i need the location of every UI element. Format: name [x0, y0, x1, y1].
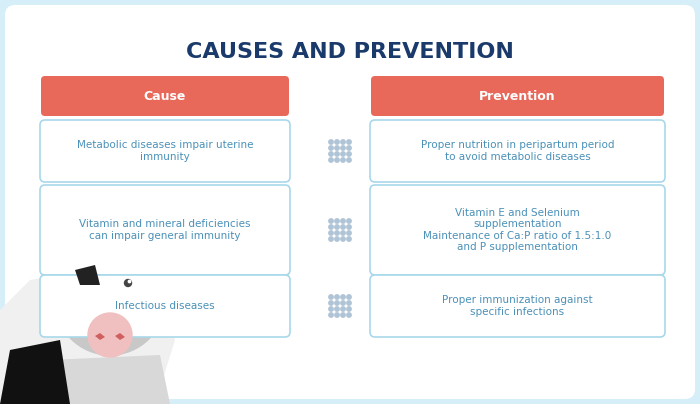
Circle shape	[335, 313, 339, 317]
Text: CAUSES AND PREVENTION: CAUSES AND PREVENTION	[186, 42, 514, 62]
Circle shape	[341, 146, 345, 150]
Circle shape	[329, 225, 333, 229]
Polygon shape	[0, 340, 70, 404]
Polygon shape	[55, 230, 80, 255]
Circle shape	[329, 152, 333, 156]
Circle shape	[329, 158, 333, 162]
Circle shape	[341, 301, 345, 305]
Circle shape	[335, 295, 339, 299]
Text: Vitamin E and Selenium
supplementation
Maintenance of Ca:P ratio of 1.5:1.0
and : Vitamin E and Selenium supplementation M…	[424, 208, 612, 252]
Circle shape	[341, 237, 345, 241]
Circle shape	[329, 231, 333, 235]
Circle shape	[346, 307, 351, 311]
Circle shape	[128, 280, 131, 283]
Circle shape	[335, 301, 339, 305]
Circle shape	[346, 219, 351, 223]
Circle shape	[341, 307, 345, 311]
Circle shape	[125, 280, 132, 286]
Circle shape	[341, 158, 345, 162]
Circle shape	[329, 146, 333, 150]
FancyBboxPatch shape	[40, 120, 290, 182]
FancyBboxPatch shape	[370, 275, 665, 337]
Text: Cause: Cause	[144, 90, 186, 103]
Text: Prevention: Prevention	[480, 90, 556, 103]
Circle shape	[329, 313, 333, 317]
Polygon shape	[95, 333, 105, 340]
Text: Proper immunization against
specific infections: Proper immunization against specific inf…	[442, 295, 593, 317]
Polygon shape	[75, 265, 100, 285]
Circle shape	[335, 225, 339, 229]
Circle shape	[341, 152, 345, 156]
Circle shape	[335, 219, 339, 223]
Circle shape	[329, 295, 333, 299]
Circle shape	[329, 140, 333, 144]
Circle shape	[55, 245, 165, 355]
Circle shape	[346, 237, 351, 241]
Text: Metabolic diseases impair uterine
immunity: Metabolic diseases impair uterine immuni…	[77, 140, 253, 162]
Circle shape	[329, 307, 333, 311]
FancyBboxPatch shape	[371, 76, 664, 116]
Circle shape	[335, 237, 339, 241]
FancyBboxPatch shape	[40, 275, 290, 337]
Circle shape	[335, 146, 339, 150]
Circle shape	[346, 225, 351, 229]
Circle shape	[335, 158, 339, 162]
Circle shape	[346, 152, 351, 156]
Circle shape	[346, 295, 351, 299]
FancyBboxPatch shape	[40, 185, 290, 275]
FancyBboxPatch shape	[370, 185, 665, 275]
Polygon shape	[30, 355, 170, 404]
Polygon shape	[0, 260, 175, 404]
Circle shape	[341, 140, 345, 144]
FancyBboxPatch shape	[370, 120, 665, 182]
Circle shape	[335, 307, 339, 311]
Polygon shape	[145, 225, 168, 250]
Circle shape	[346, 140, 351, 144]
FancyBboxPatch shape	[41, 76, 289, 116]
Circle shape	[88, 313, 132, 357]
Circle shape	[335, 231, 339, 235]
Circle shape	[341, 231, 345, 235]
Circle shape	[335, 152, 339, 156]
Circle shape	[346, 231, 351, 235]
Polygon shape	[115, 333, 125, 340]
Circle shape	[341, 225, 345, 229]
Circle shape	[346, 301, 351, 305]
Text: Proper nutrition in peripartum period
to avoid metabolic diseases: Proper nutrition in peripartum period to…	[421, 140, 615, 162]
Text: Infectious diseases: Infectious diseases	[116, 301, 215, 311]
Circle shape	[346, 146, 351, 150]
FancyBboxPatch shape	[5, 5, 695, 399]
Circle shape	[346, 158, 351, 162]
Circle shape	[329, 301, 333, 305]
Circle shape	[329, 237, 333, 241]
Circle shape	[329, 219, 333, 223]
Circle shape	[341, 219, 345, 223]
Circle shape	[341, 295, 345, 299]
Text: Vitamin and mineral deficiencies
can impair general immunity: Vitamin and mineral deficiencies can imp…	[79, 219, 251, 241]
Circle shape	[346, 313, 351, 317]
Circle shape	[335, 140, 339, 144]
Circle shape	[341, 313, 345, 317]
